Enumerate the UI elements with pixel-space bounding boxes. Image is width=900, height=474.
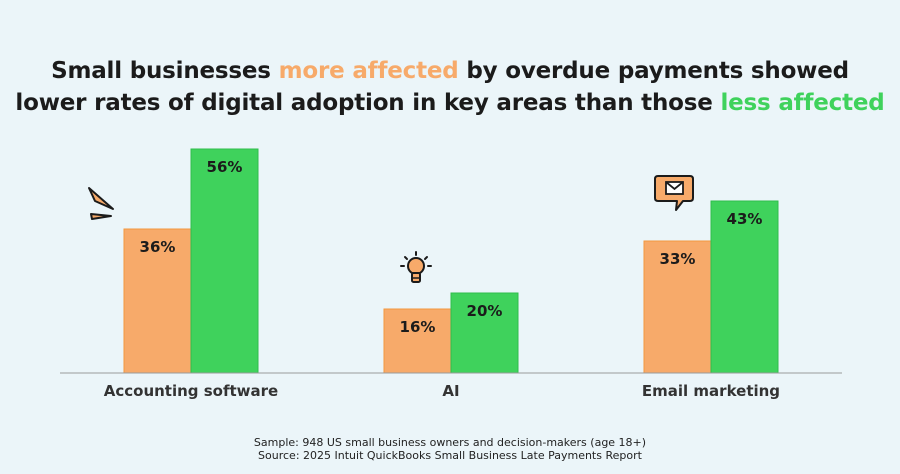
labels-group: 36% 56% Accounting software 16% 20% AI 33% 43% E…	[104, 158, 780, 400]
title-highlight-less-affected: less affected	[720, 90, 885, 116]
footnote-source: Source: 2025 Intuit QuickBooks Small Bus…	[258, 449, 642, 462]
footnote-sample: Sample: 948 US small business owners and…	[253, 436, 647, 449]
megaphone-icon	[88, 187, 114, 220]
bar-value-label-more-affected-1: 16%	[400, 318, 436, 336]
bar-less-affected-1	[450, 292, 519, 374]
bar-value-label-less-affected-1: 20%	[467, 302, 503, 320]
title-highlight-more-affected: more affected	[278, 58, 459, 84]
title-text-3: lower rates of digital adoption in key a…	[15, 90, 721, 116]
bars-group	[123, 148, 779, 374]
title-text-1: Small businesses	[51, 58, 279, 84]
category-label-2: Email marketing	[642, 382, 780, 400]
bar-value-label-more-affected-0: 36%	[140, 238, 176, 256]
category-label-1: AI	[442, 382, 459, 400]
bar-value-label-less-affected-0: 56%	[207, 158, 243, 176]
bar-less-affected-0	[190, 148, 259, 374]
lightbulb-icon	[400, 251, 432, 283]
category-label-0: Accounting software	[104, 382, 279, 400]
title-line-2: lower rates of digital adoption in key a…	[0, 87, 900, 119]
chart-title: Small businesses more affected by overdu…	[0, 55, 900, 119]
bar-less-affected-2	[710, 200, 779, 374]
email-icon	[654, 175, 694, 211]
title-text-2: by overdue payments showed	[458, 58, 849, 84]
bar-more-affected-0	[123, 228, 192, 374]
title-line-1: Small businesses more affected by overdu…	[0, 55, 900, 87]
bar-more-affected-1	[383, 308, 452, 374]
bar-value-label-less-affected-2: 43%	[727, 210, 763, 228]
bar-value-label-more-affected-2: 33%	[660, 250, 696, 268]
